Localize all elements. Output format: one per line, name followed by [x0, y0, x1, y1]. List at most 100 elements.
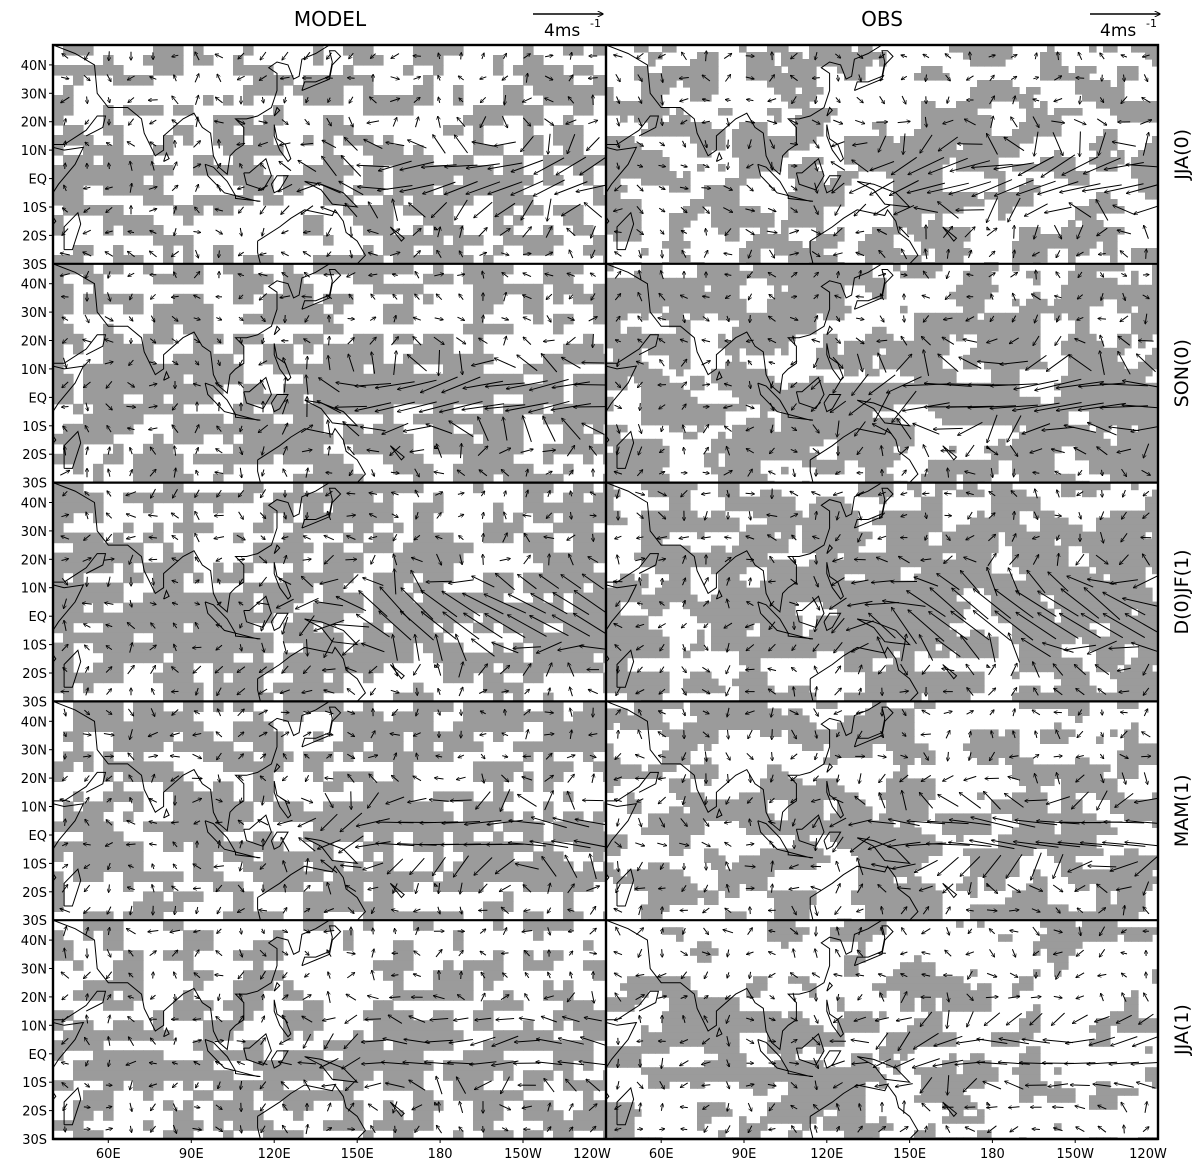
wind-vectors	[60, 271, 606, 478]
latitude-tick-label: 10N	[21, 582, 47, 597]
map-panel-model-1	[53, 45, 606, 264]
significance-shading	[53, 45, 606, 264]
longitude-tick-label: 120E	[810, 1147, 843, 1162]
latitude-tick-label: 30S	[22, 477, 47, 492]
significance-shading	[53, 701, 606, 921]
coastline	[606, 263, 991, 483]
latitude-tick-label: 40N	[21, 715, 47, 730]
longitude-tick-label: 180	[428, 1147, 453, 1162]
longitude-tick-label: 150E	[341, 1147, 374, 1162]
significance-shading	[53, 263, 606, 483]
latitude-tick-label: 30N	[21, 306, 47, 321]
latitude-tick-label: 10S	[22, 1076, 47, 1091]
latitude-tick-label: 20S	[22, 886, 47, 901]
column-title-model: MODEL	[294, 7, 367, 31]
column-title-obs: OBS	[861, 7, 903, 31]
longitude-tick-label: 120W	[573, 1147, 611, 1162]
longitude-tick-label: 150W	[1056, 1147, 1094, 1162]
significance-shading	[606, 701, 1158, 921]
season-label: SON(0)	[1171, 339, 1193, 407]
wind-vectors	[614, 707, 1158, 916]
latitude-tick-label: 10N	[21, 363, 47, 378]
latitude-tick-label: 20S	[22, 448, 47, 463]
map-panel-model-2	[53, 263, 606, 483]
longitude-tick-label: 120E	[258, 1147, 291, 1162]
latitude-tick-label: 10N	[21, 144, 47, 159]
latitude-tick-label: 20S	[22, 667, 47, 682]
latitude-tick-label: 10N	[21, 801, 47, 816]
wind-vectors	[614, 51, 1158, 259]
latitude-tick-label: 30S	[22, 258, 47, 273]
latitude-tick-label: 30S	[22, 914, 47, 929]
latitude-tick-label: EQ	[29, 173, 47, 188]
latitude-tick-label: EQ	[29, 829, 47, 844]
longitude-tick-label: 120W	[1129, 1147, 1167, 1162]
longitude-tick-label: 150E	[893, 1147, 926, 1162]
latitude-tick-label: 30S	[22, 1133, 47, 1148]
wind-vectors	[614, 270, 1158, 478]
latitude-tick-label: 20N	[21, 772, 47, 787]
reference-vector-label: 4ms	[1100, 21, 1136, 41]
map-panel-obs-3	[606, 482, 1158, 702]
longitude-tick-label: 180	[980, 1147, 1005, 1162]
latitude-tick-label: 10N	[21, 1019, 47, 1034]
season-label: JJA(0)	[1171, 129, 1193, 181]
latitude-tick-label: 40N	[21, 934, 47, 949]
reference-vector-label: 4ms	[544, 21, 580, 41]
latitude-tick-label: EQ	[29, 391, 47, 406]
wind-vectors	[61, 926, 606, 1134]
map-panel-obs-5	[606, 920, 1158, 1140]
panel-frames	[51, 43, 1160, 1141]
reference-vector-obs: 4ms -1	[1090, 14, 1160, 41]
latitude-tick-label: 10S	[22, 201, 47, 216]
reference-vector-exponent: -1	[590, 17, 601, 30]
map-panels	[53, 45, 1158, 1140]
map-panel-model-5	[53, 920, 606, 1140]
latitude-tick-label: 30N	[21, 87, 47, 102]
latitude-tick-label: 30N	[21, 744, 47, 759]
longitude-tick-label: 150W	[504, 1147, 542, 1162]
significance-shading	[606, 920, 1158, 1140]
longitude-tick-label: 90E	[732, 1147, 757, 1162]
latitude-tick-label: 30S	[22, 695, 47, 710]
latitude-tick-label: 20N	[21, 335, 47, 350]
latitude-tick-label: 40N	[21, 497, 47, 512]
significance-shading	[606, 45, 1158, 264]
season-label: JJA(1)	[1171, 1004, 1193, 1056]
latitude-tick-label: 20S	[22, 1105, 47, 1120]
latitude-tick-label: 40N	[21, 59, 47, 74]
wind-vectors	[614, 927, 1158, 1134]
latitude-tick-label: EQ	[29, 1048, 47, 1063]
latitude-tick-label: 10S	[22, 857, 47, 872]
axis-labels: JJA(0) 40N 30N 20N 10N EQ 10S 20S 30S SON(0) 40N 30…	[21, 59, 1193, 1162]
longitude-tick-label: 60E	[649, 1147, 674, 1162]
wind-vectors	[614, 489, 1158, 697]
season-label: MAM(1)	[1171, 774, 1193, 847]
latitude-tick-label: 10S	[22, 420, 47, 435]
map-panel-model-4	[53, 701, 606, 921]
latitude-tick-label: 20N	[21, 991, 47, 1006]
coastline	[53, 482, 439, 702]
latitude-tick-label: 20N	[21, 116, 47, 131]
latitude-tick-label: 10S	[22, 639, 47, 654]
latitude-tick-label: 20S	[22, 229, 47, 244]
reference-vector-model: 4ms -1	[533, 14, 603, 41]
latitude-tick-label: EQ	[29, 610, 47, 625]
map-panel-obs-4	[606, 701, 1158, 921]
map-panel-model-3	[53, 482, 606, 702]
wind-vectors	[61, 488, 606, 696]
season-label: D(0)JF(1)	[1171, 550, 1193, 635]
significance-shading	[606, 482, 1158, 702]
latitude-tick-label: 30N	[21, 963, 47, 978]
coastline	[53, 45, 439, 264]
wind-vectors	[60, 51, 606, 258]
coastline	[606, 701, 991, 921]
latitude-tick-label: 40N	[21, 278, 47, 293]
longitude-tick-label: 90E	[179, 1147, 204, 1162]
reference-vector-exponent: -1	[1146, 17, 1157, 30]
map-panel-obs-1	[606, 45, 1158, 264]
map-panel-obs-2	[606, 263, 1158, 483]
longitude-tick-label: 60E	[96, 1147, 121, 1162]
latitude-tick-label: 30N	[21, 525, 47, 540]
